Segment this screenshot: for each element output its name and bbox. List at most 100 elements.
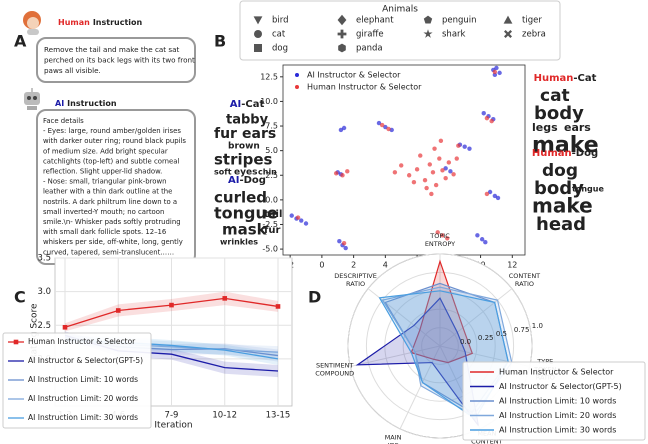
ai-instruction-line: whiskers per side, off-white, long, gent…	[43, 238, 183, 246]
word-cloud-word: tabby	[226, 113, 269, 128]
radar-axis-label: IDF	[388, 442, 399, 444]
scatter-point	[341, 125, 347, 131]
word-cloud-subject: -Dog	[239, 175, 265, 186]
plot-frame	[282, 64, 526, 256]
human-instruction-line: Remove the tail and make the cat sat	[44, 45, 180, 54]
y-tick-label: -2.5	[262, 220, 278, 229]
ai-instruction-line: curved, tapered, semi-translucent……	[43, 248, 174, 256]
animal-marker	[423, 29, 433, 38]
legend-label: AI Instructor & Selector	[307, 71, 401, 80]
word-cloud-word: ears	[242, 126, 276, 142]
scatter-point	[454, 156, 459, 161]
word-cloud-word: fur	[264, 225, 280, 236]
scatter-point	[445, 236, 450, 241]
word-cloud-word: cat	[540, 86, 570, 106]
scatter-point	[440, 233, 445, 238]
scatter-point	[399, 163, 404, 168]
scatter-point	[429, 191, 434, 197]
word-cloud-word: tongue	[214, 204, 278, 223]
data-point-shape	[115, 308, 121, 313]
animal-marker-shape	[254, 44, 262, 52]
radar-axis-label: RATIO	[515, 280, 534, 288]
scatter-point	[497, 70, 502, 76]
x-tick-label: 10-12	[212, 411, 237, 421]
radar-axis-label: CONTENT	[509, 272, 540, 280]
scatter-point	[435, 230, 440, 235]
word-cloud-word: head	[536, 214, 586, 235]
radar-axis-label: COMPOUND	[315, 370, 354, 378]
animal-marker-shape	[253, 16, 263, 25]
radar-spoke	[350, 345, 441, 367]
y-tick-label: 12.5	[260, 72, 278, 81]
animal-label: giraffe	[356, 30, 384, 40]
animal-label: panda	[356, 44, 383, 54]
scatter-point	[414, 167, 420, 172]
scatter-point	[383, 124, 388, 130]
scatter-point	[475, 233, 480, 238]
word-cloud-speaker: Human	[534, 73, 574, 84]
y-tick-label: 5.0	[265, 146, 278, 155]
legend-label: Human Instructor & Selector	[28, 337, 136, 346]
error-band	[65, 333, 278, 362]
word-cloud-word: body	[534, 178, 584, 199]
y-tick-label: 3.5	[37, 254, 51, 264]
radial-tick-label: 0.5	[496, 330, 507, 338]
scatter-point	[487, 189, 493, 195]
scatter-point	[338, 127, 344, 133]
animal-marker-shape	[337, 29, 347, 39]
scatter-point	[483, 240, 488, 245]
legend-label: Human Instructor & Selector	[499, 368, 614, 377]
word-cloud-subject: -Cat	[573, 73, 596, 84]
animal-marker-shape	[254, 30, 262, 38]
legend-marker	[13, 339, 19, 345]
scatter-point	[443, 166, 448, 171]
x-tick-label: 4	[383, 261, 388, 270]
x-tick-label: 0	[319, 261, 324, 270]
animals-legend-box	[239, 0, 561, 61]
data-point	[62, 324, 68, 330]
ai-instruction-line: reflection. Slight upper-lid shadow.	[43, 168, 162, 176]
scatter-point	[406, 173, 412, 178]
human-icon	[23, 11, 41, 35]
data-point-shape	[62, 324, 68, 330]
word-cloud-word: soft	[214, 168, 232, 177]
animal-marker	[337, 29, 347, 39]
y-tick-label: -5.0	[262, 245, 278, 254]
legend-marker	[295, 73, 299, 77]
scatter-point	[495, 195, 501, 201]
panel-label: D	[308, 288, 321, 307]
word-cloud-speaker: Human	[532, 148, 572, 159]
scatter-point	[337, 239, 342, 244]
scatter-point	[479, 237, 485, 242]
scatter-point	[295, 215, 301, 220]
legend-label: AI Instruction Limit: 10 words	[499, 397, 616, 406]
scatter-point	[446, 160, 452, 165]
human-instruction-line: perched on its back legs with its two fr…	[44, 56, 195, 65]
animal-label: cat	[272, 30, 286, 40]
animal-marker	[254, 30, 262, 38]
human-box	[36, 37, 196, 83]
word-cloud-title: AI-Dog	[228, 175, 266, 186]
robot-icon	[24, 88, 40, 110]
ai-instruction-line: - Nose: small, triangular pink-brown	[43, 178, 166, 186]
scatter-point	[418, 153, 423, 158]
scatter-point	[433, 182, 439, 188]
word-cloud-title: Human-Dog	[532, 148, 598, 159]
y-axis-label: Rating Score	[30, 303, 40, 361]
animal-marker	[253, 16, 263, 25]
y-tick-label: 2.5	[265, 171, 278, 180]
radar-spoke	[399, 345, 441, 430]
legend-marker-shape	[13, 339, 19, 345]
panel-label: B	[214, 32, 226, 51]
scatter-point	[424, 185, 429, 191]
x-axis-label: Iteration	[154, 421, 192, 431]
word-cloud-subject: -Cat	[241, 99, 264, 110]
word-cloud-speaker: AI	[230, 99, 241, 110]
animal-marker-shape	[423, 15, 433, 24]
legend-box	[462, 361, 646, 441]
data-point-shape	[222, 296, 228, 301]
word-cloud-word: eyes	[234, 168, 257, 178]
word-cloud-word: curled	[214, 189, 267, 207]
scatter-point	[494, 65, 499, 71]
